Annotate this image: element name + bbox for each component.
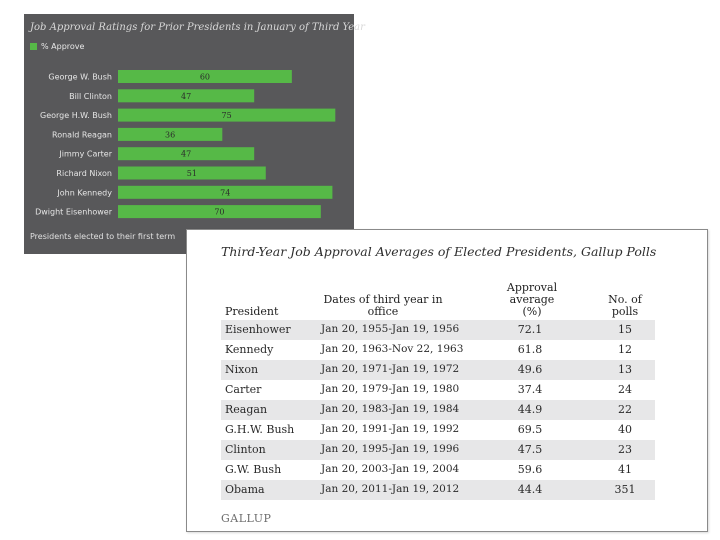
bar-value-label: 47 — [181, 92, 191, 101]
cell-president: Clinton — [225, 443, 266, 456]
cell-poll-count: 12 — [618, 343, 632, 356]
cell-approval-average: 44.9 — [517, 403, 543, 416]
cell-approval-average: 44.4 — [517, 483, 543, 496]
category-label: Ronald Reagan — [52, 130, 112, 139]
bar — [118, 89, 255, 103]
cell-poll-count: 40 — [618, 423, 632, 436]
cell-approval-average: 49.6 — [517, 363, 543, 376]
bar-value-label: 70 — [214, 208, 224, 217]
header-approval-line3: (%) — [522, 305, 542, 318]
bar-value-label: 51 — [187, 169, 197, 178]
cell-president: Obama — [225, 483, 265, 496]
header-approval: Approval average (%) — [497, 282, 567, 318]
category-label: Richard Nixon — [56, 169, 112, 178]
category-label: Dwight Eisenhower — [35, 208, 113, 217]
bar-value-label: 36 — [165, 130, 175, 139]
category-label: John Kennedy — [56, 188, 112, 197]
bar — [118, 70, 292, 83]
cell-dates: Jan 20, 2011-Jan 19, 2012 — [321, 483, 460, 495]
bar-value-label: 60 — [200, 73, 210, 82]
table-row: Eisenhower Jan 20, 1955-Jan 19, 1956 72.1 1… — [221, 320, 655, 340]
header-polls: No. of polls — [608, 293, 642, 318]
header-dates: Dates of third year in office — [323, 293, 443, 318]
table-row: Reagan Jan 20, 1983-Jan 19, 1984 44.9 22 — [221, 400, 655, 420]
bar-value-label: 74 — [220, 188, 230, 197]
cell-dates: Jan 20, 1979-Jan 19, 1980 — [321, 383, 460, 395]
cell-approval-average: 59.6 — [517, 463, 543, 476]
cell-president: G.H.W. Bush — [225, 423, 295, 436]
bar — [118, 127, 223, 141]
cell-poll-count: 41 — [618, 463, 632, 476]
table-row: Clinton Jan 20, 1995-Jan 19, 1996 47.5 23 — [221, 440, 655, 460]
cell-poll-count: 22 — [618, 403, 632, 416]
cell-approval-average: 37.4 — [517, 383, 543, 396]
cell-president: Carter — [225, 383, 262, 396]
chart-title: Job Approval Ratings for Prior President… — [30, 22, 365, 33]
header-approval-line1: Approval — [506, 281, 558, 294]
bar-value-label: 47 — [181, 150, 191, 159]
cell-approval-average: 69.5 — [517, 423, 543, 436]
table-body: Eisenhower Jan 20, 1955-Jan 19, 1956 72.1 1… — [221, 320, 655, 500]
cell-poll-count: 24 — [618, 383, 632, 396]
category-label: George W. Bush — [48, 73, 112, 82]
cell-poll-count: 23 — [618, 443, 632, 456]
cell-poll-count: 13 — [618, 363, 632, 376]
cell-poll-count: 15 — [618, 323, 632, 336]
table-title: Third-Year Job Approval Averages of Elec… — [221, 244, 657, 259]
table-row: Kennedy Jan 20, 1963-Nov 22, 1963 61.8 12 — [221, 340, 655, 360]
cell-dates: Jan 20, 1963-Nov 22, 1963 — [321, 343, 464, 355]
bar — [118, 205, 321, 219]
cell-president: Kennedy — [225, 343, 274, 356]
cell-dates: Jan 20, 1995-Jan 19, 1996 — [321, 443, 460, 455]
bar — [118, 166, 266, 180]
cell-president: Eisenhower — [225, 323, 291, 336]
table-row: G.W. Bush Jan 20, 2003-Jan 19, 2004 59.6 41 — [221, 460, 655, 480]
bar-value-label: 75 — [222, 111, 232, 120]
bar — [118, 185, 333, 199]
table-row: G.H.W. Bush Jan 20, 1991-Jan 19, 1992 69.5… — [221, 420, 655, 440]
category-label: Bill Clinton — [69, 92, 112, 101]
cell-approval-average: 61.8 — [517, 343, 543, 356]
cell-president: Reagan — [225, 403, 268, 416]
bar — [118, 108, 336, 122]
bar — [118, 147, 255, 161]
cell-approval-average: 72.1 — [517, 323, 543, 336]
approval-bar-chart: Job Approval Ratings for Prior President… — [24, 14, 365, 254]
cell-dates: Jan 20, 2003-Jan 19, 2004 — [321, 463, 460, 475]
approval-table-card: Third-Year Job Approval Averages of Elec… — [186, 229, 708, 532]
category-label: George H.W. Bush — [40, 111, 112, 120]
cell-president: G.W. Bush — [225, 463, 282, 476]
cell-poll-count: 351 — [614, 483, 636, 496]
legend-label: % Approve — [41, 42, 85, 51]
table-row: Obama Jan 20, 2011-Jan 19, 2012 44.4 351 — [221, 480, 655, 500]
category-label: Jimmy Carter — [58, 150, 112, 159]
cell-approval-average: 47.5 — [517, 443, 543, 456]
table-row: Carter Jan 20, 1979-Jan 19, 1980 37.4 24 — [221, 380, 655, 400]
table-row: Nixon Jan 20, 1971-Jan 19, 1972 49.6 13 — [221, 360, 655, 380]
cell-dates: Jan 20, 1971-Jan 19, 1972 — [321, 363, 460, 375]
gallup-logo: GALLUP — [221, 512, 272, 525]
cell-dates: Jan 20, 1955-Jan 19, 1956 — [321, 323, 460, 335]
bar-chart-svg: George W. Bush 60 Bill Clinton 47 George H.W… — [35, 70, 336, 219]
header-approval-line2: average — [509, 293, 555, 306]
cell-dates: Jan 20, 1983-Jan 19, 1984 — [321, 403, 460, 415]
cell-president: Nixon — [225, 363, 259, 376]
header-president: President — [225, 305, 279, 318]
chart-footnote: Presidents elected to their first term — [30, 232, 176, 241]
chart-legend: % Approve — [30, 42, 84, 51]
cell-dates: Jan 20, 1991-Jan 19, 1992 — [321, 423, 460, 435]
legend-swatch — [30, 43, 37, 50]
table-header-row: President Dates of third year in office … — [221, 274, 655, 320]
